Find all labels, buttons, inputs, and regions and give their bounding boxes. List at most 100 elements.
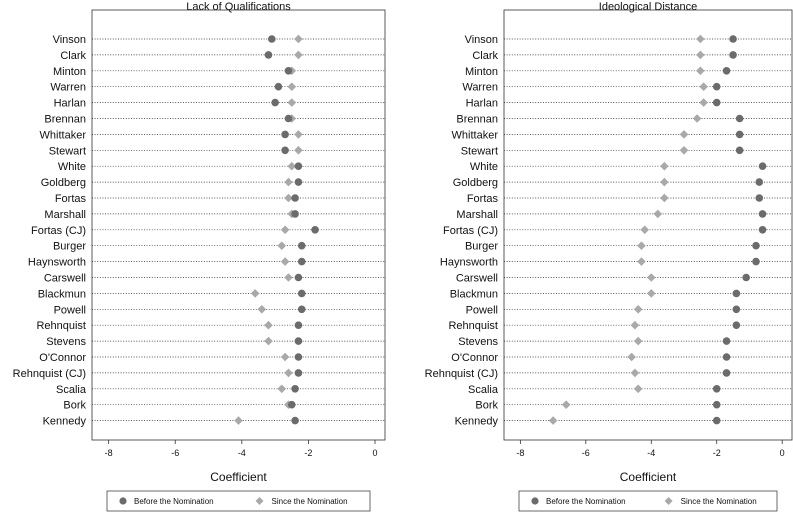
category-label: Stevens — [46, 336, 86, 348]
category-label: Stewart — [461, 145, 498, 157]
legend-label-since: Since the Nomination — [272, 497, 348, 506]
category-label: Goldberg — [41, 177, 86, 189]
category-label: Clark — [472, 50, 498, 62]
point-since-the-nomination — [284, 368, 293, 378]
point-before-the-nomination — [722, 353, 731, 361]
point-since-the-nomination — [627, 352, 636, 362]
point-before-the-nomination — [294, 369, 303, 377]
point-before-the-nomination — [294, 353, 303, 361]
category-label: Burger — [465, 241, 498, 253]
category-label: Carswell — [44, 273, 86, 285]
category-label: Whittaker — [452, 129, 499, 141]
point-since-the-nomination — [287, 82, 297, 91]
point-since-the-nomination — [280, 352, 290, 362]
category-label: Warren — [50, 82, 86, 94]
point-before-the-nomination — [291, 194, 299, 202]
category-label: Marshall — [44, 209, 86, 221]
point-since-the-nomination — [277, 384, 287, 394]
category-label: Powell — [466, 304, 498, 316]
point-before-the-nomination — [729, 35, 737, 43]
point-since-the-nomination — [679, 146, 689, 155]
category-label: Kennedy — [455, 416, 499, 428]
point-since-the-nomination — [280, 225, 290, 235]
point-before-the-nomination — [311, 226, 319, 234]
point-before-the-nomination — [294, 337, 303, 345]
point-since-the-nomination — [660, 177, 669, 187]
point-since-the-nomination — [277, 241, 287, 250]
point-before-the-nomination — [712, 82, 721, 91]
point-before-the-nomination — [281, 146, 289, 155]
point-before-the-nomination — [732, 321, 741, 330]
point-since-the-nomination — [294, 34, 303, 44]
category-label: Fortas — [467, 193, 499, 205]
point-before-the-nomination — [755, 194, 764, 202]
point-before-the-nomination — [735, 130, 744, 139]
panel-ideological-distance: Ideological Distance Vinson Clark Minton War… — [425, 1, 793, 512]
point-since-the-nomination — [294, 50, 303, 60]
point-since-the-nomination — [633, 336, 643, 346]
category-label: Harlan — [466, 98, 498, 110]
point-before-the-nomination — [284, 67, 293, 75]
point-since-the-nomination — [548, 416, 558, 425]
point-before-the-nomination — [722, 67, 731, 75]
point-since-the-nomination — [630, 320, 640, 330]
category-label: Fortas — [55, 193, 87, 205]
point-before-the-nomination — [735, 146, 744, 155]
category-label: Fortas (CJ) — [443, 225, 498, 237]
category-label: Burger — [53, 241, 86, 253]
legend-marker-before — [119, 497, 127, 505]
point-before-the-nomination — [297, 305, 306, 314]
panel-lack-of-qualifications: Lack of Qualifications Vinson Clark Minton W… — [13, 1, 386, 512]
legend — [518, 490, 778, 512]
point-before-the-nomination — [297, 289, 306, 298]
category-label: Harlan — [54, 98, 86, 110]
legend-marker-since — [255, 497, 264, 505]
point-before-the-nomination — [274, 82, 283, 91]
point-before-the-nomination — [722, 337, 731, 345]
category-label: Blackmun — [450, 288, 498, 300]
point-since-the-nomination — [637, 241, 646, 250]
point-before-the-nomination — [294, 162, 303, 170]
point-before-the-nomination — [291, 416, 299, 425]
point-before-the-nomination — [755, 178, 764, 186]
point-before-the-nomination — [732, 289, 741, 298]
category-label: O'Connor — [39, 352, 86, 364]
point-since-the-nomination — [646, 273, 656, 282]
legend-label-before: Before the Nomination — [546, 497, 626, 506]
category-label: Vinson — [53, 34, 86, 46]
point-since-the-nomination — [696, 66, 705, 76]
legend-label-since: Since the Nomination — [681, 497, 757, 506]
point-since-the-nomination — [284, 273, 293, 282]
point-before-the-nomination — [758, 226, 767, 234]
category-label: Fortas (CJ) — [31, 225, 86, 237]
category-label: Blackmun — [38, 288, 86, 300]
legend — [106, 490, 371, 512]
point-since-the-nomination — [250, 289, 260, 298]
point-since-the-nomination — [637, 257, 646, 266]
point-before-the-nomination — [271, 98, 279, 107]
point-before-the-nomination — [712, 385, 721, 393]
x-axis-label: Coefficient — [210, 470, 267, 484]
x-tick-label: -4 — [647, 448, 655, 458]
category-label: White — [58, 161, 86, 173]
point-before-the-nomination — [758, 162, 767, 170]
point-since-the-nomination — [699, 82, 708, 91]
x-tick-label: -2 — [304, 448, 312, 458]
point-since-the-nomination — [284, 177, 293, 187]
category-label: Rehnquist — [36, 320, 86, 332]
category-label: Stewart — [49, 145, 86, 157]
x-tick-label: 0 — [780, 448, 785, 458]
category-label: Rehnquist (CJ) — [13, 368, 86, 380]
point-before-the-nomination — [281, 130, 289, 139]
point-since-the-nomination — [660, 161, 669, 171]
point-since-the-nomination — [679, 130, 689, 139]
x-tick-label: -6 — [582, 448, 590, 458]
category-label: White — [470, 161, 498, 173]
point-since-the-nomination — [646, 289, 656, 298]
point-before-the-nomination — [752, 257, 760, 266]
point-since-the-nomination — [696, 34, 705, 44]
point-since-the-nomination — [264, 336, 273, 346]
point-since-the-nomination — [640, 225, 650, 235]
point-before-the-nomination — [712, 416, 721, 425]
point-before-the-nomination — [291, 385, 299, 393]
